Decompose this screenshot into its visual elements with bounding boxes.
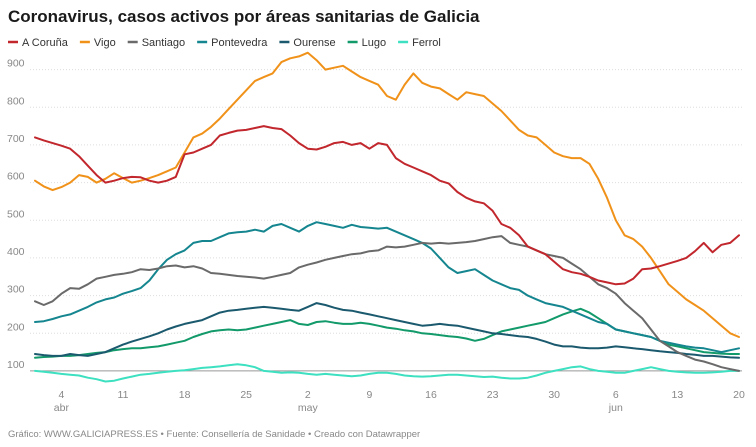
series-line — [34, 51, 740, 338]
y-tick-label: 600 — [7, 171, 25, 183]
series-line — [34, 125, 740, 286]
x-tick-label: 4 abr — [54, 389, 70, 414]
legend-label: Vigo — [94, 37, 116, 49]
legend-label: Pontevedra — [211, 37, 268, 49]
x-tick-label: 13 — [672, 389, 684, 401]
y-tick-label: 300 — [7, 284, 25, 296]
x-tick-label: 2 may — [298, 389, 319, 414]
x-tick-label: 23 — [487, 389, 499, 401]
series-line — [34, 221, 740, 354]
y-tick-label: 800 — [7, 95, 25, 107]
source-note: Gráfico: WWW.GALICIAPRESS.ES • Fuente: C… — [8, 429, 420, 440]
y-tick-label: 500 — [7, 208, 25, 220]
legend-label: Lugo — [362, 37, 386, 49]
y-tick-label: 100 — [7, 359, 25, 371]
y-tick-label: 700 — [7, 133, 25, 145]
x-tick-label: 18 — [179, 389, 191, 401]
legend-label: Santiago — [142, 37, 185, 49]
series-line — [34, 363, 740, 383]
x-tick-label: 16 — [425, 389, 437, 401]
legend-label: Ourense — [293, 37, 335, 49]
series-line — [34, 302, 740, 359]
series-line — [34, 235, 740, 372]
y-tick-label: 400 — [7, 246, 25, 258]
chart-title: Coronavirus, casos activos por áreas san… — [8, 7, 480, 26]
x-tick-label: 20 — [733, 389, 745, 401]
legend-label: Ferrol — [412, 37, 441, 49]
y-tick-label: 900 — [7, 58, 25, 70]
x-tick-label: 30 — [548, 389, 560, 401]
x-tick-label: 9 — [366, 389, 372, 401]
x-tick-label: 11 — [118, 389, 129, 401]
legend-label: A Coruña — [22, 37, 69, 49]
y-tick-label: 200 — [7, 321, 25, 333]
x-tick-label: 6 jun — [608, 389, 623, 414]
x-tick-label: 25 — [240, 389, 252, 401]
